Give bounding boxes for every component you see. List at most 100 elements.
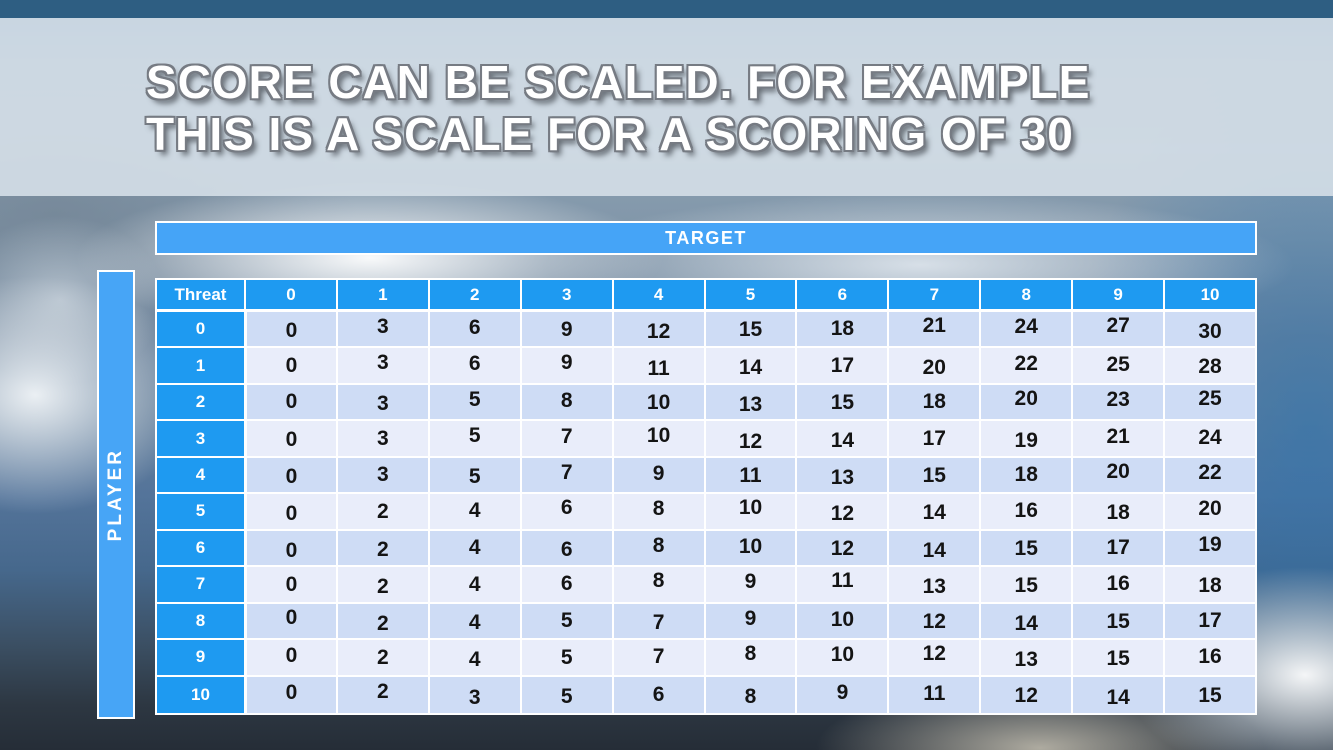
row-header-cell-9: 9: [157, 640, 244, 677]
score-cell: 4: [427, 530, 520, 568]
score-cell: 14: [887, 494, 980, 531]
score-cell: 27: [1071, 312, 1164, 349]
player-axis-label: PLAYER: [105, 447, 126, 542]
score-cell: 19: [1163, 530, 1255, 568]
score-cell: 17: [1071, 530, 1164, 568]
score-cell: 6: [519, 494, 612, 531]
score-cell: 7: [611, 640, 704, 677]
score-cell: 7: [519, 457, 612, 495]
title-band: [0, 18, 1333, 196]
column-header-cell-0: 0: [244, 280, 336, 312]
row-header-cell-3: 3: [157, 421, 244, 458]
score-cell: 6: [519, 530, 612, 568]
score-cell: 10: [611, 421, 704, 458]
column-header-cell-5: 5: [703, 280, 796, 312]
score-cell: 12: [611, 312, 704, 349]
score-cell: 0: [244, 676, 336, 713]
column-header-cell-7: 7: [887, 280, 980, 312]
score-cell: 5: [427, 457, 520, 495]
score-cell: 10: [611, 384, 704, 422]
score-cell: 15: [979, 530, 1072, 568]
score-cell: 15: [1071, 603, 1164, 641]
score-cell: 11: [795, 567, 888, 604]
score-cell: 14: [1071, 676, 1164, 713]
score-cell: 12: [887, 603, 980, 641]
score-cell: 17: [795, 348, 888, 385]
score-cell: 18: [979, 457, 1072, 495]
target-axis-header: TARGET: [155, 221, 1257, 255]
score-cell: 8: [519, 384, 612, 422]
score-cell: 13: [979, 640, 1072, 677]
slide-title: SCORE CAN BE SCALED. FOR EXAMPLE THIS IS…: [146, 56, 1090, 160]
score-cell: 0: [244, 384, 336, 422]
column-header-cell-2: 2: [427, 280, 520, 312]
score-cell: 0: [244, 421, 336, 458]
score-cell: 10: [703, 494, 796, 531]
score-cell: 14: [979, 603, 1072, 641]
score-cell: 0: [244, 348, 336, 385]
score-cell: 0: [244, 530, 336, 568]
score-cell: 9: [519, 312, 612, 349]
score-cell: 11: [703, 457, 796, 495]
score-cell: 13: [887, 567, 980, 604]
score-cell: 18: [795, 312, 888, 349]
score-cell: 25: [1071, 348, 1164, 385]
score-cell: 21: [1071, 421, 1164, 458]
score-cell: 5: [519, 640, 612, 677]
score-cell: 3: [335, 421, 428, 458]
score-cell: 6: [427, 348, 520, 385]
score-cell: 9: [795, 676, 888, 713]
score-cell: 11: [611, 348, 704, 385]
score-cell: 0: [244, 494, 336, 531]
score-cell: 3: [335, 384, 428, 422]
score-cell: 2: [335, 567, 428, 604]
score-cell: 14: [887, 530, 980, 568]
score-cell: 8: [611, 530, 704, 568]
row-header-cell-2: 2: [157, 384, 244, 422]
row-header-cell-7: 7: [157, 567, 244, 604]
score-cell: 2: [335, 676, 428, 713]
top-accent-strip: [0, 0, 1333, 18]
score-cell: 12: [703, 421, 796, 458]
score-cell: 5: [427, 421, 520, 458]
score-cell: 4: [427, 494, 520, 531]
score-cell: 9: [703, 603, 796, 641]
score-cell: 10: [795, 603, 888, 641]
score-cell: 21: [887, 312, 980, 349]
score-cell: 14: [795, 421, 888, 458]
score-cell: 3: [335, 312, 428, 349]
score-cell: 2: [335, 640, 428, 677]
score-cell: 20: [887, 348, 980, 385]
score-cell: 8: [611, 567, 704, 604]
score-cell: 22: [1163, 457, 1255, 495]
score-cell: 5: [519, 603, 612, 641]
score-cell: 8: [703, 640, 796, 677]
score-cell: 14: [703, 348, 796, 385]
column-header-cell-9: 9: [1071, 280, 1164, 312]
score-cell: 0: [244, 640, 336, 677]
score-cell: 2: [335, 494, 428, 531]
score-cell: 5: [427, 384, 520, 422]
player-axis-header: PLAYER: [97, 270, 135, 719]
row-header-cell-8: 8: [157, 603, 244, 641]
score-cell: 28: [1163, 348, 1255, 385]
score-cell: 17: [887, 421, 980, 458]
score-cell: 12: [887, 640, 980, 677]
score-cell: 20: [1163, 494, 1255, 531]
score-cell: 24: [1163, 421, 1255, 458]
score-cell: 3: [335, 348, 428, 385]
score-cell: 15: [703, 312, 796, 349]
score-cell: 12: [795, 494, 888, 531]
score-cell: 3: [335, 457, 428, 495]
score-cell: 15: [979, 567, 1072, 604]
score-cell: 15: [1163, 676, 1255, 713]
score-cell: 12: [979, 676, 1072, 713]
score-cell: 24: [979, 312, 1072, 349]
score-cell: 16: [1163, 640, 1255, 677]
row-header-cell-4: 4: [157, 457, 244, 495]
score-cell: 17: [1163, 603, 1255, 641]
score-cell: 3: [427, 676, 520, 713]
score-cell: 0: [244, 457, 336, 495]
score-cell: 7: [611, 603, 704, 641]
slide-title-line2: THIS IS A SCALE FOR A SCORING OF 30: [146, 108, 1074, 160]
